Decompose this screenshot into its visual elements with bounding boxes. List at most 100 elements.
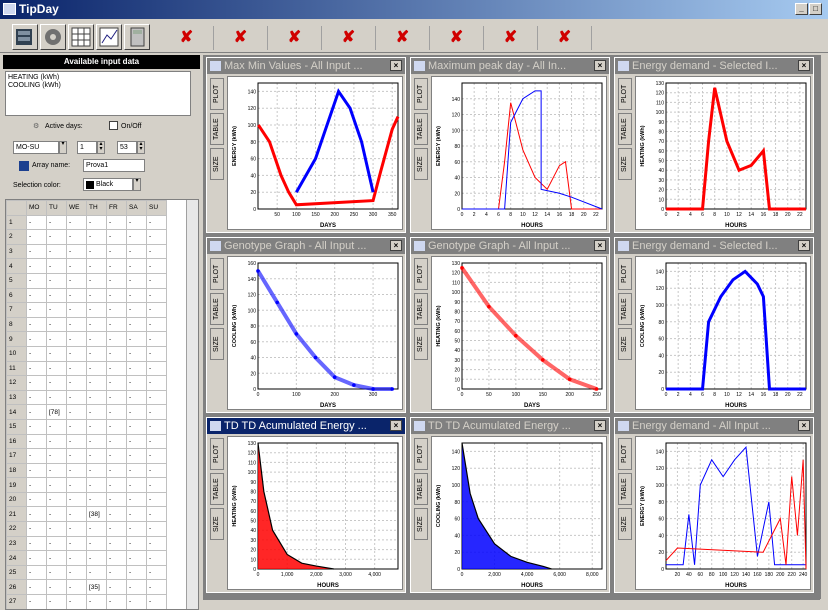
chevron-down-icon[interactable]: ▾	[59, 141, 67, 154]
close-icon[interactable]: ×	[594, 240, 606, 251]
grid-cell[interactable]: -	[146, 491, 167, 508]
grid-cell[interactable]: -	[26, 272, 47, 289]
grid-cell[interactable]: -	[106, 550, 127, 566]
grid-cell[interactable]: -	[26, 258, 47, 274]
grid-cell[interactable]: -	[26, 302, 47, 318]
grid-cell[interactable]: -	[106, 389, 127, 406]
grid-cell[interactable]: -	[46, 287, 67, 304]
grid-cell[interactable]: -	[46, 375, 67, 391]
grid-cell[interactable]: -	[46, 433, 67, 450]
grid-cell[interactable]: -	[46, 258, 67, 274]
slot-2-mark[interactable]: ✘	[214, 26, 268, 50]
tab-size[interactable]: SIZE	[210, 328, 224, 360]
grid-cell[interactable]: -	[146, 272, 167, 289]
tab-table[interactable]: TABLE	[414, 293, 428, 325]
grid-cell[interactable]: -	[146, 375, 167, 391]
close-icon[interactable]: ×	[390, 240, 402, 251]
window-caption[interactable]: Energy demand - Selected I... ×	[615, 238, 813, 254]
grid-cell[interactable]: -	[26, 462, 47, 479]
slot-6-mark[interactable]: ✘	[430, 26, 484, 50]
tab-size[interactable]: SIZE	[210, 508, 224, 540]
from-week-stepper[interactable]: ▴ ▾	[97, 141, 105, 154]
grid-cell[interactable]: -	[46, 345, 67, 362]
grid-cell[interactable]: -	[66, 448, 87, 464]
grid-cell[interactable]: -	[106, 491, 127, 508]
grid-cell[interactable]: -	[146, 214, 167, 231]
grid-cell[interactable]: -	[86, 302, 107, 318]
grid-cell[interactable]: -	[126, 360, 147, 377]
day-range-select[interactable]: MO-SU	[13, 141, 59, 154]
grid-cell[interactable]: -	[46, 550, 67, 566]
grid-cell[interactable]: -	[106, 214, 127, 231]
grid-cell[interactable]: -	[86, 360, 107, 377]
tab-size[interactable]: SIZE	[210, 148, 224, 180]
window-caption[interactable]: TD TD Acumulated Energy ... ×	[411, 418, 609, 434]
grid-cell[interactable]: -	[66, 404, 87, 420]
list-item[interactable]: HEATING (kWh)	[8, 74, 60, 81]
grid-cell[interactable]: -	[146, 594, 167, 609]
grid-cell[interactable]: -	[146, 448, 167, 464]
chart-window[interactable]: Maximum peak day - All In... × PLOT TABLE S…	[410, 57, 610, 233]
window-caption[interactable]: Maximum peak day - All In... ×	[411, 58, 609, 74]
grid-cell[interactable]: -	[86, 477, 107, 493]
grid-cell[interactable]: -	[106, 404, 127, 420]
grid-cell[interactable]: -	[146, 404, 167, 420]
grid-cell[interactable]: -	[46, 360, 67, 377]
grid-cell[interactable]: -	[86, 229, 107, 245]
grid-cell[interactable]: -	[146, 316, 167, 333]
grid-cell[interactable]: -	[46, 564, 67, 581]
window-caption[interactable]: Energy demand - Selected I... ×	[615, 58, 813, 74]
close-icon[interactable]: ×	[594, 420, 606, 431]
tab-plot[interactable]: PLOT	[414, 438, 428, 470]
close-icon[interactable]: ×	[390, 60, 402, 71]
grid-cell[interactable]: -	[66, 360, 87, 377]
grid-cell[interactable]: -	[106, 229, 127, 245]
grid-cell[interactable]: -	[126, 491, 147, 508]
grid-cell[interactable]: -	[126, 214, 147, 231]
grid-cell[interactable]: -	[86, 433, 107, 450]
grid-icon[interactable]	[68, 24, 94, 50]
to-week-field[interactable]: 53	[117, 141, 137, 154]
grid-cell[interactable]: -	[146, 433, 167, 450]
close-icon[interactable]: ×	[594, 60, 606, 71]
grid-cell[interactable]: -	[146, 506, 167, 523]
grid-cell[interactable]: -	[146, 345, 167, 362]
grid-cell[interactable]: -	[26, 535, 47, 552]
grid-cell[interactable]: -	[46, 331, 67, 347]
database-icon[interactable]	[12, 24, 38, 50]
array-name-field[interactable]: Prova1	[83, 159, 145, 172]
close-icon[interactable]: ×	[798, 420, 810, 431]
tab-table[interactable]: TABLE	[414, 113, 428, 145]
grid-cell[interactable]: -	[46, 521, 67, 537]
grid-cell[interactable]: -	[66, 331, 87, 347]
grid-cell[interactable]: -	[66, 433, 87, 450]
grid-cell[interactable]: -	[146, 258, 167, 274]
grid-cell[interactable]: -	[66, 345, 87, 362]
grid-cell[interactable]: -	[106, 316, 127, 333]
window-caption[interactable]: Genotype Graph - All Input ... ×	[411, 238, 609, 254]
grid-cell[interactable]: -	[126, 331, 147, 347]
grid-cell[interactable]: -	[106, 477, 127, 493]
grid-cell[interactable]: -	[66, 491, 87, 508]
grid-cell[interactable]: -	[26, 316, 47, 333]
grid-cell[interactable]: -	[86, 535, 107, 552]
grid-cell[interactable]: -	[126, 594, 147, 609]
grid-cell[interactable]: -	[106, 521, 127, 537]
grid-cell[interactable]: -	[86, 258, 107, 274]
input-data-list[interactable]: HEATING (kWh) COOLING (kWh)	[5, 71, 191, 116]
tab-plot[interactable]: PLOT	[414, 258, 428, 290]
chevron-down-icon[interactable]: ▾	[133, 178, 141, 191]
grid-cell[interactable]: -	[106, 287, 127, 304]
grid-cell[interactable]: -	[26, 491, 47, 508]
grid-cell[interactable]: -	[46, 535, 67, 552]
grid-cell[interactable]: -	[66, 258, 87, 274]
grid-cell[interactable]: -	[26, 477, 47, 493]
close-icon[interactable]: ×	[390, 420, 402, 431]
grid-cell[interactable]: -	[26, 521, 47, 537]
grid-cell[interactable]: -	[46, 389, 67, 406]
chart-window[interactable]: Energy demand - All Input ... × PLOT TABLE…	[614, 417, 814, 593]
grid-cell[interactable]: -	[26, 214, 47, 231]
grid-cell[interactable]: -	[126, 564, 147, 581]
grid-cell[interactable]: -	[86, 550, 107, 566]
settings-icon[interactable]	[40, 24, 66, 50]
